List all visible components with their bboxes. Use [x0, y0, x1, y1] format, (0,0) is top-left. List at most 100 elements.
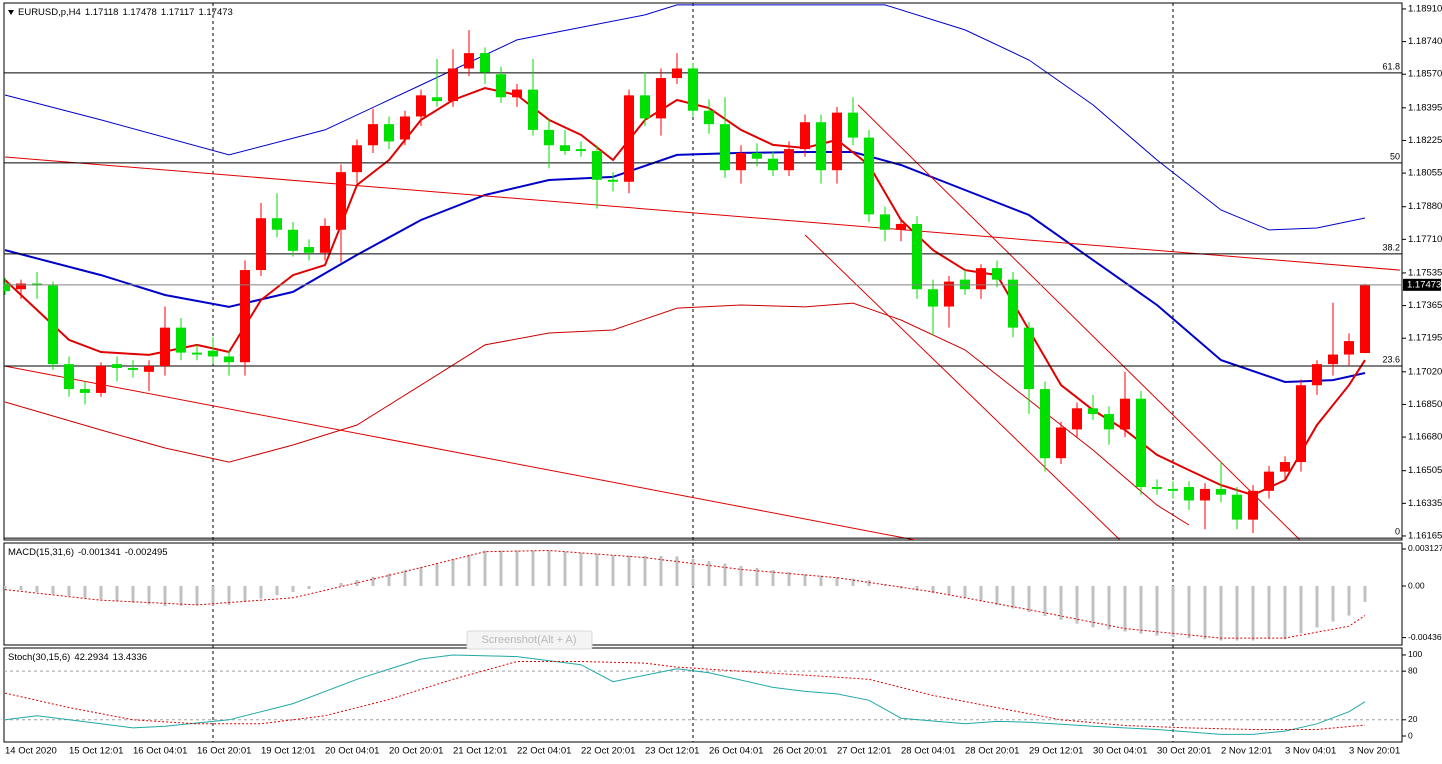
- macd-bar: [467, 554, 471, 587]
- x-tick-label: 26 Oct 04:01: [709, 746, 763, 757]
- candle-body: [1184, 487, 1194, 501]
- macd-bar: [691, 558, 695, 587]
- y-tick-label: 1.18395: [1408, 102, 1442, 113]
- macd-bar: [915, 586, 919, 591]
- x-tick-label: 21 Oct 12:01: [453, 746, 507, 757]
- macd-bar: [707, 561, 711, 587]
- macd-bar: [867, 580, 871, 587]
- header-title: EURUSD,p,H4: [18, 7, 81, 18]
- candle-body: [1040, 389, 1050, 459]
- candle-body: [512, 89, 522, 98]
- macd-bar: [851, 578, 855, 587]
- candle-body: [336, 172, 346, 230]
- candle-body: [800, 122, 810, 150]
- macd-bar: [387, 573, 391, 587]
- candle-body: [496, 74, 506, 98]
- candle-body: [704, 110, 714, 125]
- candle-body: [864, 137, 874, 215]
- candle-body: [192, 352, 202, 355]
- panel-frame: [3, 2, 1403, 541]
- tooltip: Screenshot(Alt + A): [466, 630, 593, 650]
- candle-body: [400, 116, 410, 140]
- macd-bar: [291, 586, 295, 592]
- candle-body: [224, 356, 234, 363]
- macd-bar: [35, 586, 39, 593]
- y-tick-label: 1.16335: [1408, 498, 1442, 509]
- trendline: [857, 104, 1301, 540]
- macd-bar: [211, 586, 215, 606]
- trendline: [4, 365, 916, 540]
- candle-body: [160, 327, 170, 367]
- candle-body: [1200, 488, 1210, 501]
- candle-body: [976, 268, 986, 290]
- header-title: Stoch(30,15,6): [8, 652, 70, 663]
- macd-bar: [355, 580, 359, 587]
- macd-bar: [1171, 586, 1175, 637]
- candle-body: [96, 366, 106, 393]
- header-value: 42.2934: [74, 652, 108, 663]
- candle-body: [1328, 354, 1338, 365]
- candle-body: [64, 364, 74, 390]
- panel: [4, 549, 1367, 641]
- macd-bar: [1267, 586, 1271, 640]
- x-tick-label: 2 Nov 12:01: [1221, 746, 1272, 757]
- macd-bar: [643, 555, 647, 587]
- panel-header: Stoch(30,15,6) 42.2934 13.4336: [8, 652, 147, 663]
- candle-body: [656, 78, 666, 119]
- macd-bar: [531, 550, 535, 587]
- macd-bar: [115, 586, 119, 602]
- candle-body: [544, 129, 554, 146]
- macd-bar: [99, 586, 103, 600]
- x-tick-label: 29 Oct 12:01: [1029, 746, 1083, 757]
- menu-arrow[interactable]: [8, 10, 14, 15]
- candle-body: [640, 95, 650, 119]
- macd-bar: [275, 586, 279, 596]
- candle-body: [416, 95, 426, 117]
- macd-bar: [179, 586, 183, 606]
- macd-bar: [227, 586, 231, 605]
- x-tick-label: 19 Oct 12:01: [261, 746, 315, 757]
- candle-body: [528, 89, 538, 130]
- macd-bar: [1123, 586, 1127, 632]
- candle-body: [736, 152, 746, 171]
- macd-bar: [1043, 586, 1047, 616]
- candle-body: [1296, 385, 1306, 463]
- candle-body: [1280, 462, 1290, 472]
- trendline: [4, 156, 1401, 271]
- fibo-label: 50: [1390, 151, 1400, 161]
- y-tick-label: 100: [1408, 649, 1422, 659]
- macd-bar: [659, 556, 663, 587]
- y-tick-label: 1.18740: [1408, 36, 1442, 47]
- panel-frame: [3, 542, 1403, 646]
- macd-bar: [1027, 586, 1031, 613]
- y-tick-label: 0.003127: [1408, 543, 1442, 553]
- y-tick-label: 1.18570: [1408, 69, 1442, 80]
- candle-body: [672, 68, 682, 79]
- macd-bar: [371, 576, 375, 587]
- candle-body: [448, 68, 458, 102]
- candle-body: [1232, 494, 1242, 520]
- macd-bar: [835, 577, 839, 587]
- candle-body: [16, 283, 26, 290]
- candle-body: [1024, 327, 1034, 390]
- macd-bar: [1203, 586, 1207, 640]
- candle-body: [128, 367, 138, 370]
- candle-body: [576, 149, 586, 152]
- candle-body: [832, 112, 842, 171]
- x-tick-label: 3 Nov 20:01: [1349, 746, 1400, 757]
- candle-body: [272, 218, 282, 230]
- candle-body: [1104, 414, 1114, 430]
- candle-body: [1088, 408, 1098, 415]
- macd-bar: [547, 550, 551, 587]
- candle-body: [48, 285, 58, 365]
- candle-body: [992, 268, 1002, 280]
- macd-bar: [163, 586, 167, 607]
- x-tick-label: 27 Oct 12:01: [837, 746, 891, 757]
- macd-bar: [1347, 586, 1351, 616]
- candle-body: [256, 218, 266, 271]
- header-value: 1.17473: [198, 7, 232, 18]
- macd-bar: [979, 586, 983, 602]
- macd-bar: [67, 586, 71, 596]
- y-tick-label: 0.00: [1408, 580, 1425, 590]
- macd-bar: [1187, 586, 1191, 639]
